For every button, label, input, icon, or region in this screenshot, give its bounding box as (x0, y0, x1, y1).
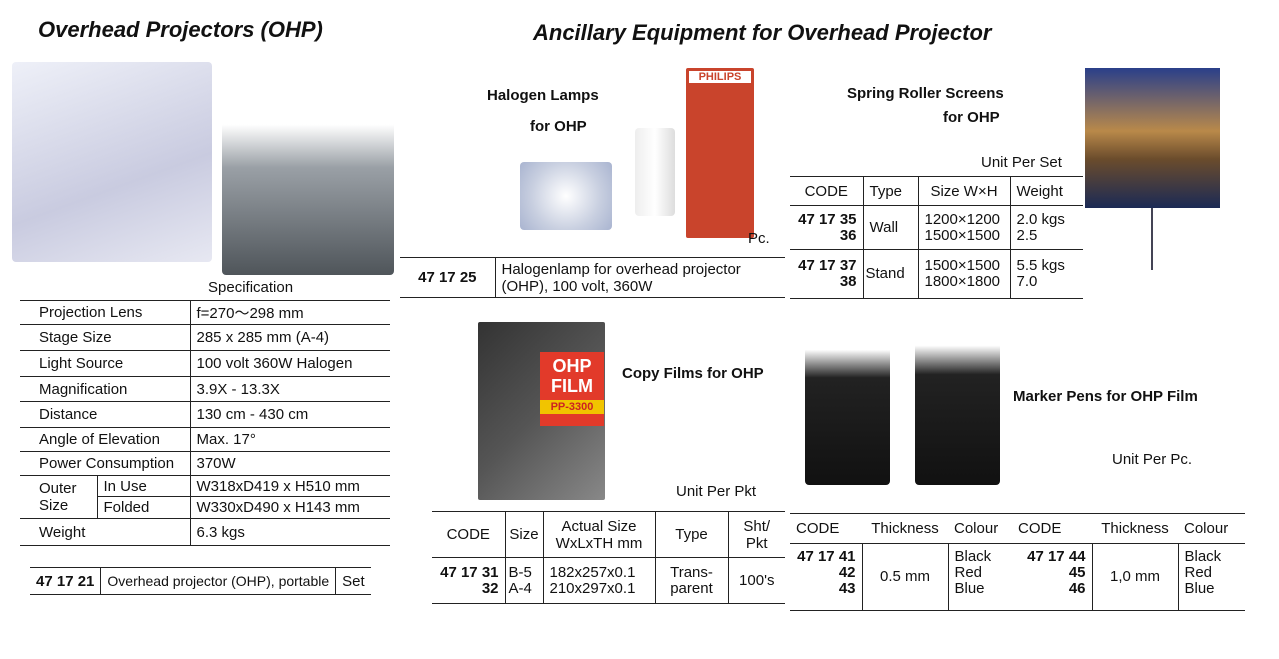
spec-row: Stage Size 285 x 285 mm (A-4) (20, 324, 390, 351)
table-row: 47 17 35 36 Wall 1200×1200 1500×1500 2.0 kgs 2… (790, 205, 1083, 250)
spec-row: Power Consumption 370W (20, 451, 390, 476)
screens-unit: Unit Per Set (981, 154, 1062, 171)
markers-table: CODE Thickness Colour CODE Thickness Colour 4… (790, 513, 1245, 611)
philips-box-image: PHILIPS (686, 68, 754, 238)
markers-title: Marker Pens for OHP Film (1013, 388, 1198, 405)
page-title-ancillary: Ancillary Equipment for Overhead Project… (533, 20, 992, 45)
halogen-product-row: 47 17 25 Halogenlamp for overhead project… (400, 257, 785, 298)
projector-image-white (12, 62, 212, 262)
spec-row-weight: Weight 6.3 kgs (20, 518, 390, 546)
films-unit: Unit Per Pkt (676, 483, 757, 500)
screens-table: CODE Type Size W×H Weight 47 17 35 36 Wall 120… (790, 176, 1083, 299)
screens-title: Spring Roller Screens (847, 85, 1004, 102)
ohp-product-row: 47 17 21 Overhead projector (OHP), portab… (30, 567, 371, 595)
halogen-title: Halogen Lamps (487, 87, 599, 104)
markers-unit: Unit Per Pc. (1112, 451, 1193, 468)
table-row: 47 17 37 38 Stand 1500×1500 1800×1800 5.5 kgs… (790, 249, 1083, 299)
screens-subtitle: for OHP (943, 109, 1000, 126)
marker-pens-pack-image-1 (805, 320, 890, 485)
spec-row: Distance 130 cm - 430 cm (20, 401, 390, 428)
screen-stand-image (1151, 208, 1153, 270)
spec-row-outer-folded: Folded W330xD490 x H143 mm (20, 496, 390, 519)
halogen-bulb-image (635, 128, 675, 216)
projector-image-grey (222, 60, 394, 275)
spec-row: Magnification 3.9X - 13.3X (20, 376, 390, 402)
halogen-unit: Pc. (748, 230, 770, 247)
ohp-film-box-image: OHP FILM PP-3300 (478, 322, 605, 500)
spec-row: Projection Lens f=270～298 mm (20, 300, 390, 325)
marker-pens-pack-image-2 (915, 315, 1000, 485)
spec-row-outer-in-use: Outer Size In Use W318xD419 x H510 mm (20, 475, 390, 519)
spec-label: Specification (208, 279, 294, 296)
halogen-subtitle: for OHP (530, 118, 587, 135)
page-title-ohp: Overhead Projectors (OHP) (38, 17, 323, 42)
table-row: 47 17 41 42 43 0.5 mm Black Red Blue 47 17 4… (790, 543, 1245, 611)
films-table: CODE Size Actual Size WxLxTH mm Type Sht/ Pk… (432, 511, 785, 604)
halogen-reflector-image (520, 162, 612, 230)
spec-row: Light Source 100 volt 360W Halogen (20, 350, 390, 377)
spec-table: Projection Lens f=270～298 mm Stage Size 28… (20, 300, 390, 546)
roller-screen-image (1085, 68, 1220, 208)
films-title: Copy Films for OHP (622, 365, 764, 382)
table-row: 47 17 31 32 B-5 A-4 182x257x0.1 210x297x0.1 Tr… (432, 557, 785, 604)
spec-row: Angle of Elevation Max. 17° (20, 427, 390, 452)
